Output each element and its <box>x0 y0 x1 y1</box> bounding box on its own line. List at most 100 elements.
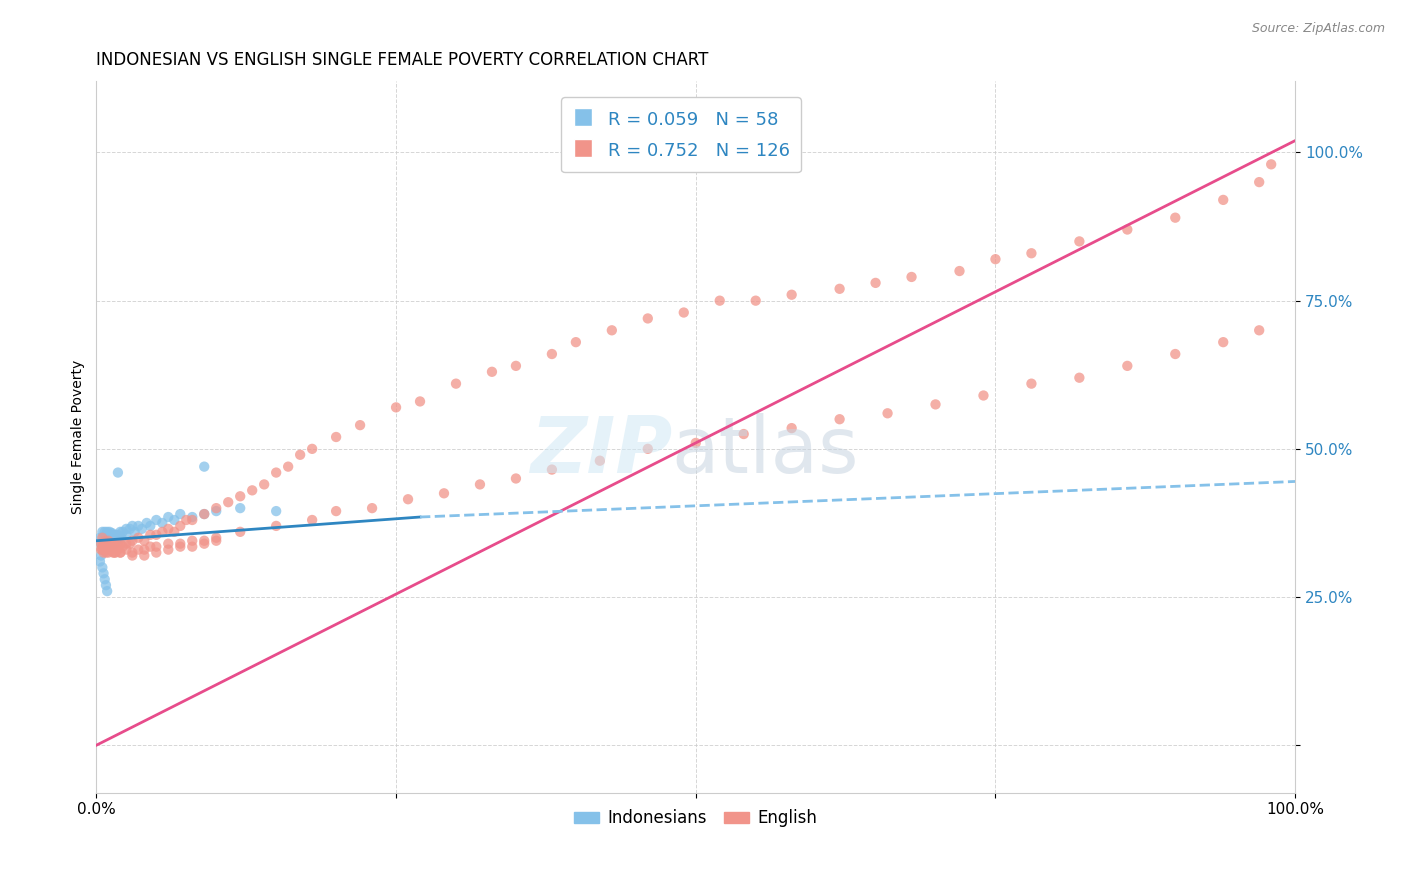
Point <box>139 540 162 554</box>
Point <box>110 545 132 559</box>
Point <box>96 540 118 554</box>
Point <box>107 528 129 542</box>
Point <box>169 519 191 533</box>
Point <box>181 510 204 524</box>
Point <box>733 427 755 442</box>
Point <box>90 542 112 557</box>
Point <box>600 323 623 337</box>
Point <box>103 537 125 551</box>
Point <box>145 540 167 554</box>
Point <box>1116 222 1139 236</box>
Point <box>181 533 204 548</box>
Point <box>93 545 115 559</box>
Point <box>134 533 156 548</box>
Point <box>96 542 118 557</box>
Point <box>157 537 180 551</box>
Point <box>505 471 527 485</box>
Point <box>900 269 922 284</box>
Point <box>150 524 173 539</box>
Point <box>97 533 120 548</box>
Point <box>96 524 118 539</box>
Point <box>385 401 408 415</box>
Point <box>111 524 134 539</box>
Point <box>90 537 112 551</box>
Point <box>115 537 138 551</box>
Point <box>110 537 132 551</box>
Point <box>163 513 186 527</box>
Point <box>89 531 111 545</box>
Text: ZIP: ZIP <box>530 413 672 489</box>
Point <box>972 388 994 402</box>
Point <box>505 359 527 373</box>
Point <box>101 545 124 559</box>
Point <box>193 537 215 551</box>
Point <box>565 335 588 350</box>
Point <box>780 287 803 301</box>
Point <box>229 489 252 503</box>
Point <box>103 531 125 545</box>
Point <box>104 540 127 554</box>
Point <box>93 566 115 581</box>
Point <box>127 542 149 557</box>
Point <box>91 542 114 557</box>
Point <box>865 276 887 290</box>
Point <box>157 510 180 524</box>
Point <box>93 524 115 539</box>
Point <box>100 533 122 548</box>
Text: atlas: atlas <box>672 413 859 489</box>
Point <box>90 549 112 563</box>
Point <box>118 522 141 536</box>
Point <box>101 535 124 549</box>
Point <box>98 524 121 539</box>
Point <box>828 412 851 426</box>
Point <box>780 421 803 435</box>
Point <box>240 483 263 498</box>
Point <box>91 524 114 539</box>
Point <box>100 542 122 557</box>
Point <box>104 528 127 542</box>
Point <box>1021 376 1043 391</box>
Point <box>121 519 143 533</box>
Point <box>101 537 124 551</box>
Point <box>264 519 287 533</box>
Point <box>444 376 467 391</box>
Point <box>1069 235 1091 249</box>
Point <box>110 545 132 559</box>
Point <box>145 545 167 559</box>
Point <box>541 347 564 361</box>
Point <box>468 477 491 491</box>
Point <box>169 507 191 521</box>
Point <box>97 542 120 557</box>
Point <box>396 492 419 507</box>
Point <box>1212 193 1234 207</box>
Point <box>709 293 731 308</box>
Point <box>1069 370 1091 384</box>
Point <box>91 542 114 557</box>
Point <box>91 531 114 545</box>
Point <box>91 540 114 554</box>
Point <box>288 448 311 462</box>
Point <box>103 545 125 559</box>
Point <box>89 554 111 568</box>
Point <box>139 528 162 542</box>
Text: Source: ZipAtlas.com: Source: ZipAtlas.com <box>1251 22 1385 36</box>
Point <box>924 397 946 411</box>
Point <box>131 522 153 536</box>
Point <box>115 542 138 557</box>
Point <box>115 528 138 542</box>
Point <box>94 578 117 592</box>
Point <box>104 545 127 559</box>
Point <box>97 545 120 559</box>
Point <box>685 436 707 450</box>
Point <box>111 540 134 554</box>
Point <box>139 519 162 533</box>
Point <box>948 264 970 278</box>
Point <box>481 365 503 379</box>
Point <box>157 542 180 557</box>
Point <box>135 516 157 530</box>
Point <box>127 519 149 533</box>
Point <box>110 524 132 539</box>
Point <box>277 459 299 474</box>
Point <box>127 531 149 545</box>
Point <box>1021 246 1043 260</box>
